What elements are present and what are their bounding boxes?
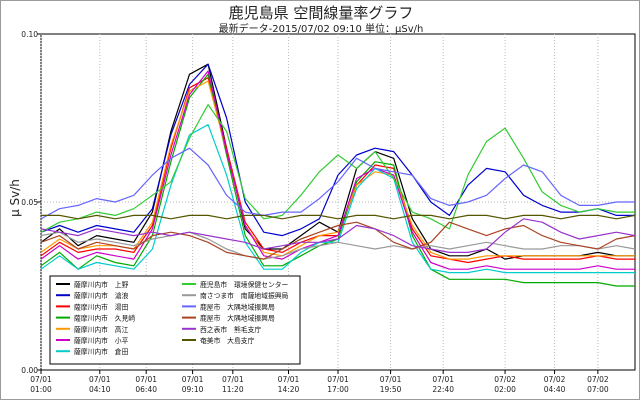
x-tick-label-date: 07/01 [30,375,52,384]
x-tick-label-time: 14:20 [278,385,300,394]
x-tick-label-time: 01:00 [30,385,52,394]
x-tick-label-date: 07/01 [380,375,402,384]
legend-box [49,275,301,365]
legend-label: 西之表市 熊毛支庁 [200,325,261,334]
series-line-10 [40,221,636,260]
x-tick-label-date: 07/02 [587,375,609,384]
x-tick-label-time: 04:10 [89,385,111,394]
x-tick-label-time: 06:40 [135,385,157,394]
x-tick-label-time: 04:40 [544,385,566,394]
legend-label: 薩摩川内市 高江 [74,325,129,334]
y-tick-label: 0.05 [21,198,38,207]
series-line-1 [40,63,635,237]
series-line-9 [40,147,635,220]
x-tick-label-date: 07/02 [494,375,516,384]
x-tick-label-time: 22:40 [432,385,454,394]
legend-label: 薩摩川内市 久見崎 [74,314,135,323]
x-tick-label-date: 07/01 [278,375,300,384]
x-tick-label-date: 07/01 [89,375,111,384]
series-line-12 [41,214,636,220]
x-tick-label-time: 17:00 [327,385,349,394]
y-tick-label: 0.10 [21,30,38,39]
x-tick-label-date: 07/01 [135,375,157,384]
legend-label: 薩摩川内市 小平 [74,336,129,345]
x-tick-label-date: 07/01 [222,375,244,384]
chart-subtitle: 最新データ-2015/07/02 09:10 単位：μSv/h [218,24,424,35]
legend-label: 薩摩川内市 滄浪 [74,291,129,300]
x-tick-label-time: 07:00 [587,385,609,394]
series-line-4 [40,80,635,260]
series-line-5 [40,70,635,270]
x-tick-label-date: 07/01 [432,375,454,384]
legend-label: 南さつま市 南薩地域振興局 [200,291,289,300]
x-tick-label-time: 19:50 [380,385,402,394]
chart-title: 鹿児島県 空間線量率グラフ [228,4,414,22]
legend-label: 薩摩川内市 湯田 [74,302,129,311]
legend-label: 薩摩川内市 上野 [74,280,129,289]
x-tick-label-date: 07/01 [182,375,204,384]
legend-label: 鹿屋市 大隅地域振興局 [200,314,275,323]
x-tick-label-time: 02:00 [494,385,516,394]
series-line-8 [40,231,636,260]
x-tick-label-time: 09:10 [182,385,204,394]
y-tick-label: 0.00 [21,366,38,375]
legend-label: 鹿屋市 大隅地域振興局 [200,302,275,311]
x-tick-label-date: 07/01 [327,375,349,384]
legend-label: 鹿児島市 環境保健センター [200,280,289,289]
x-tick-label-date: 07/02 [544,375,566,384]
legend-label: 奄美市 大島支庁 [200,336,255,345]
series-line-11 [40,218,636,253]
legend-label: 薩摩川内市 倉田 [74,347,129,356]
series-line-7 [40,103,635,233]
x-tick-label-time: 11:20 [222,385,244,394]
